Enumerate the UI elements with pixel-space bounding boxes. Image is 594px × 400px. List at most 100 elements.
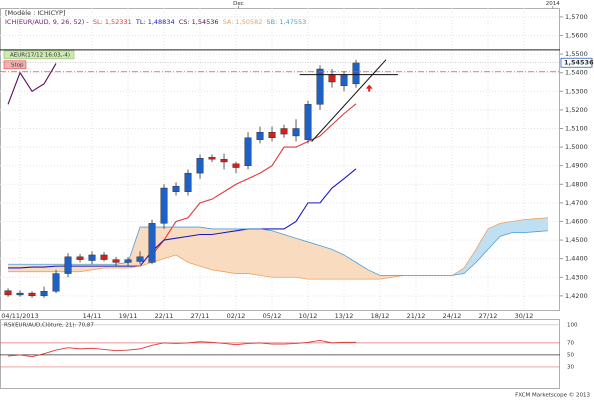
y-tick-label: 1,5700 [565,13,588,21]
candle-body [100,254,108,260]
cloud-segment [380,275,393,280]
legend-entry: TL: 1,48834 [135,18,175,26]
cloud-segment [260,228,273,278]
indicator-header: ICH(EUR/AUD, 9, 26, 52) - SL: 1,52331 TL… [5,18,310,26]
cloud-segment [512,219,525,233]
x-tick-label: 02/12 [227,312,246,320]
x-tick-label: 24/12 [443,312,462,320]
indicator-line [8,217,549,280]
candle-body [76,256,84,260]
candle-body [148,223,156,263]
cloud-segment [272,230,285,278]
cloud-segment [332,249,345,280]
candle-body [328,74,336,83]
candle-body [64,256,72,274]
cloud-segment [536,217,549,232]
legend-entry: SA: 1,50582 [223,18,263,26]
candle-body [244,137,252,166]
y-tick-label: 1,4600 [565,217,588,225]
y-tick-label: 1,4300 [565,273,588,281]
alert-label: AEUR(17/12 16:03,-4) [10,53,70,59]
indicator-line [151,103,357,256]
plot-frame [0,8,560,311]
candle-body [28,292,36,297]
chart-title: [Modèle : ICHICYP] [5,9,65,17]
y-tick-label: 1,5300 [565,87,588,95]
footer: FXCM Marketscope © 2013 [515,392,590,399]
x-tick-label: 21/12 [407,312,426,320]
candle-body [256,132,264,140]
signal-marker [365,84,373,92]
legend-entry: CS: 1,54536 [179,18,219,26]
x-tick-label: 05/12 [263,312,282,320]
candle-body [304,104,312,140]
x-tick-label: 14/11 [83,312,102,320]
y-tick-label: 1,5200 [565,106,588,114]
x-tick-label: 30/12 [515,312,534,320]
candle-body [316,68,324,105]
alert-box [3,50,75,60]
cloud-segment [464,249,477,274]
candle-body [352,62,360,85]
rsi-frame [0,319,560,389]
candle-body [196,158,204,174]
y-tick-label: 1,4700 [565,199,588,207]
candle-body [232,163,240,168]
x-tick-label: 10/12 [299,312,318,320]
y-tick-label: 1,4900 [565,162,588,170]
candle-body [88,254,96,261]
rsi-line [7,340,357,358]
cloud-segment [320,245,333,280]
x-tick-label: 19/11 [119,312,138,320]
legend-entry: SB: 1,47553 [267,18,307,26]
cloud-segment [284,234,297,278]
cloud-segment [32,264,45,272]
y-tick-label: 1,5400 [565,69,588,77]
overlay-layer: ICH(EUR/AUD, 9, 26, 52) - SL: 1,52331 TL… [0,18,594,329]
cloud-segment [212,228,225,272]
cloud-segment [524,218,537,233]
cloud-segment [200,227,213,270]
y-tick-label: 1,4200 [565,292,588,300]
stop-box [3,60,27,70]
cloud-segment [500,221,513,237]
candle-body [172,185,180,192]
candle-body [280,128,288,135]
candle-body [136,256,144,262]
indicator-line [8,226,549,276]
candle-body [160,187,168,224]
cloud-segment [164,227,177,259]
cloud-segment [236,228,249,274]
cloud-segment [188,227,201,267]
y-tick-label: 1,4500 [565,236,588,244]
candle-body [208,157,216,160]
cloud-segment [296,238,309,280]
cloud-segment [44,264,57,272]
cloud-segment [176,227,189,263]
y-tick-label: 1,5500 [565,50,588,58]
legend-entry: SL: 1,52331 [93,18,132,26]
rsi-tick-label: 30 [567,364,574,370]
candle-body [220,158,228,163]
main-layer [4,59,549,358]
x-tick-label: 13/12 [335,312,354,320]
candle-body [52,273,60,292]
cloud-segment [476,228,489,263]
cloud-segment [356,262,369,280]
cloud-segment [224,228,237,274]
rsi-tick-label: 100 [567,322,578,328]
last-price-box [560,57,593,68]
candle-body [4,290,12,296]
rsi-tick-label: 50 [567,352,574,358]
x-tick-label: 22/11 [155,312,174,320]
rsi-tick-label: 70 [567,340,574,346]
y-tick-label: 1,5000 [565,143,588,151]
cloud-segment [488,223,501,250]
cloud-segment [368,269,381,280]
x-tick-label: 27/12 [479,312,498,320]
rsi-title: RSI(EUR/AUD,Clôture, 21): 70,87 [4,322,94,329]
y-tick-label: 1,5600 [565,32,588,40]
x-tick-label: 27/11 [191,312,210,320]
